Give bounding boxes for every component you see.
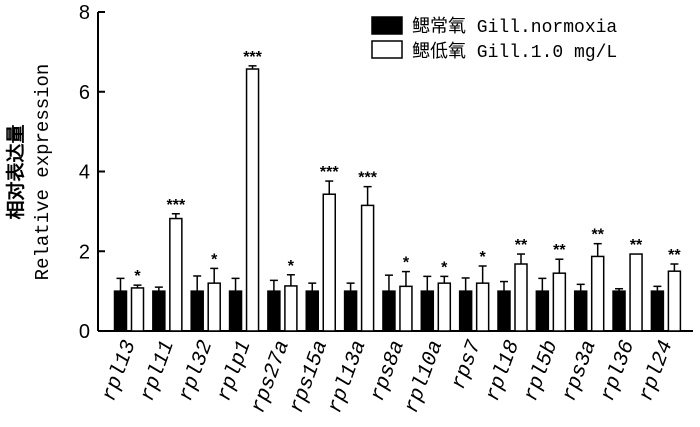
bar-normoxia: [535, 290, 550, 332]
y-axis-title-en: Relative expression: [32, 64, 54, 281]
significance-label: **: [591, 227, 604, 244]
significance-label: *: [134, 268, 141, 285]
plot-area: 02468*rpl13***rpl11*rpl32***rplp1*rps27a…: [79, 2, 693, 416]
x-tick-label: rplp1: [213, 338, 256, 405]
bar-normoxia: [113, 290, 128, 332]
bar-normoxia: [190, 290, 204, 332]
y-tick-label: 4: [79, 162, 90, 184]
bar-hypoxia: [590, 255, 605, 332]
legend-swatch-normoxia: [371, 16, 403, 35]
bar-normoxia: [152, 290, 166, 332]
bar-hypoxia: [552, 272, 567, 332]
bar-hypoxia: [629, 253, 643, 332]
significance-label: *: [441, 259, 448, 276]
bar-hypoxia: [437, 282, 452, 332]
x-tick-label: rpl5b: [520, 338, 563, 405]
significance-label: *: [480, 249, 487, 266]
bar-hypoxia: [360, 204, 375, 332]
legend: 鳃常氧 Gill.normoxia 鳃低氧 Gill.1.0 mg/L: [371, 16, 617, 63]
bar-hypoxia: [399, 285, 413, 332]
y-tick-label: 8: [79, 2, 90, 24]
significance-label: **: [515, 237, 528, 254]
bar-normoxia: [573, 290, 588, 332]
bar-normoxia: [458, 290, 473, 332]
legend-swatch-hypoxia: [371, 40, 403, 59]
y-axis-title: 相对表达量 Relative expression: [4, 64, 54, 281]
bar-normoxia: [420, 290, 435, 332]
significance-label: *: [211, 251, 218, 268]
x-tick-label: rps3a: [559, 338, 602, 405]
y-tick-label: 0: [79, 321, 90, 343]
bar-hypoxia: [322, 193, 336, 332]
bar-hypoxia: [207, 282, 221, 332]
bar-normoxia: [267, 290, 281, 332]
significance-label: **: [668, 247, 681, 264]
bar-normoxia: [228, 290, 243, 332]
x-tick-label: rps7: [448, 337, 487, 393]
y-axis-title-cn: 相对表达量: [4, 124, 27, 219]
legend-label-normoxia: 鳃常氧 Gill.normoxia: [412, 16, 617, 38]
y-tick-label: 2: [79, 241, 90, 263]
bar-hypoxia: [514, 263, 528, 332]
bar-normoxia: [497, 290, 511, 332]
x-tick-label: rpl18: [482, 338, 525, 405]
bar-hypoxia: [169, 217, 183, 332]
bar-hypoxia: [130, 287, 145, 332]
bar-normoxia: [343, 290, 358, 332]
significance-label: *: [403, 255, 410, 272]
bar-normoxia: [305, 290, 319, 332]
x-tick-label: rpl24: [635, 338, 678, 405]
bar-normoxia: [382, 290, 396, 332]
significance-label: ***: [358, 170, 377, 187]
significance-label: ***: [320, 164, 339, 181]
x-tick-label: rpl36: [597, 338, 640, 405]
x-tick-label: rpl32: [175, 338, 218, 405]
bar-hypoxia: [245, 68, 260, 332]
legend-label-hypoxia: 鳃低氧 Gill.1.0 mg/L: [412, 41, 617, 63]
bar-hypoxia: [284, 285, 298, 332]
y-tick-label: 6: [79, 82, 90, 104]
bar-normoxia: [612, 290, 626, 332]
significance-label: **: [630, 237, 643, 254]
significance-label: ***: [243, 49, 262, 66]
bar-hypoxia: [475, 282, 490, 332]
significance-label: *: [288, 258, 295, 275]
significance-label: ***: [167, 197, 186, 214]
bar-normoxia: [650, 290, 665, 332]
bar-hypoxia: [667, 270, 682, 332]
x-tick-label: rpl13: [98, 338, 141, 405]
significance-label: **: [553, 242, 566, 259]
x-tick-label: rpl11: [137, 338, 180, 405]
x-tick-label: rps8a: [367, 338, 410, 405]
